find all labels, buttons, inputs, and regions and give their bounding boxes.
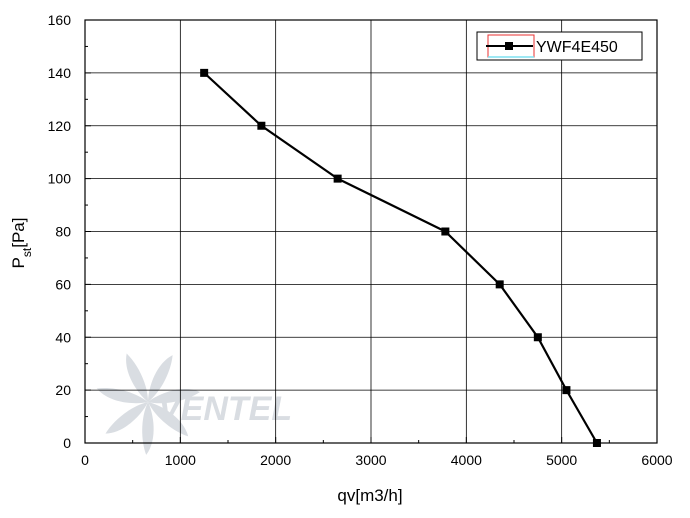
x-axis-title: qv[m3/h] — [337, 486, 402, 505]
series-line-group — [203, 72, 598, 444]
y-axis-title-unit: [Pa] — [9, 218, 28, 248]
x-tick-label: 3000 — [355, 452, 386, 468]
data-point — [200, 68, 209, 77]
fan-blade — [96, 387, 148, 404]
x-tick-label: 6000 — [641, 452, 672, 468]
y-tick-label: 80 — [55, 224, 71, 240]
data-point — [441, 227, 450, 236]
data-point — [533, 333, 542, 342]
x-tick-label: 4000 — [451, 452, 482, 468]
plot-area-frame — [84, 19, 658, 444]
series-markers — [200, 68, 601, 447]
legend-label: YWF4E450 — [536, 39, 618, 56]
fan-blade — [105, 402, 148, 434]
data-point — [257, 121, 266, 130]
legend: YWF4E450 — [476, 31, 643, 61]
fan-blade — [148, 402, 189, 437]
fan-blade — [142, 402, 154, 455]
x-tick-label: 1000 — [165, 452, 196, 468]
y-axis-title-sub: st — [20, 247, 34, 257]
y-tick-label: 140 — [48, 65, 72, 81]
grid — [85, 20, 657, 443]
fan-blade — [148, 389, 200, 404]
x-tick-label: 2000 — [260, 452, 291, 468]
y-tick-label: 0 — [63, 435, 71, 451]
x-tick-label: 0 — [81, 452, 89, 468]
y-tick-label: 40 — [55, 329, 71, 345]
y-tick-label: 20 — [55, 382, 71, 398]
y-tick-labels: 0 20 40 60 80 100 120 140 160 — [48, 12, 72, 451]
series-line — [203, 72, 598, 444]
watermark: VENTEL — [96, 353, 292, 455]
y-tick-label: 160 — [48, 12, 72, 28]
data-point — [592, 439, 601, 447]
y-tick-label: 60 — [55, 276, 71, 292]
y-tick-label: 100 — [48, 171, 72, 187]
x-tick-label: 5000 — [546, 452, 577, 468]
data-point — [562, 386, 571, 395]
legend-marker — [505, 42, 513, 50]
y-axis-title: Pst[Pa] — [9, 218, 34, 269]
y-axis-title-main: P — [9, 257, 28, 268]
y-tick-label: 120 — [48, 118, 72, 134]
data-point — [333, 174, 342, 183]
watermark-text: VENTEL — [158, 390, 292, 428]
data-point — [495, 280, 504, 289]
x-tick-labels: 0 1000 2000 3000 4000 5000 6000 — [81, 452, 673, 468]
